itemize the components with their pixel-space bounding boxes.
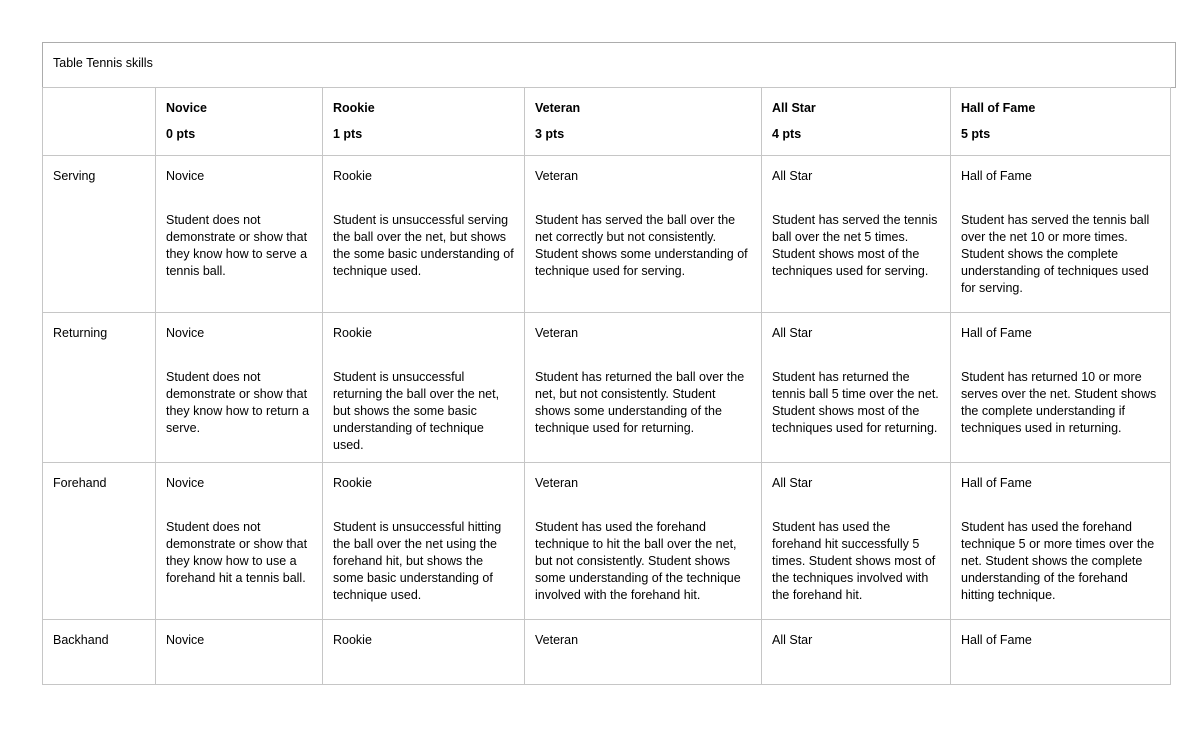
cell-description: Student has returned 10 or more serves o… <box>961 370 1157 435</box>
level-header-veteran: Veteran 3 pts <box>524 87 762 156</box>
cell-returning-all-star: All Star Student has returned the tennis… <box>761 312 951 463</box>
skill-label-forehand: Forehand <box>42 462 156 620</box>
cell-description: Student has served the tennis ball over … <box>961 213 1150 295</box>
cell-forehand-hall-of-fame: Hall of Fame Student has used the foreha… <box>950 462 1171 620</box>
cell-serving-rookie: Rookie Student is unsuccessful serving t… <box>322 155 525 313</box>
cell-level-label: All Star <box>772 169 813 183</box>
cell-level-label: Hall of Fame <box>961 326 1032 340</box>
level-name: All Star <box>772 101 816 115</box>
cell-description: Student has returned the ball over the n… <box>535 370 745 435</box>
skill-label-serving: Serving <box>42 155 156 313</box>
cell-level-label: Rookie <box>333 169 372 183</box>
skill-label-returning: Returning <box>42 312 156 463</box>
cell-level-label: All Star <box>772 476 813 490</box>
cell-serving-hall-of-fame: Hall of Fame Student has served the tenn… <box>950 155 1171 313</box>
rubric-title: Table Tennis skills <box>42 42 1176 88</box>
cell-level-label: Hall of Fame <box>961 476 1032 490</box>
rubric-row-serving: Serving Novice Student does not demonstr… <box>42 155 1171 313</box>
level-points: 5 pts <box>961 127 991 141</box>
cell-level-label: Rookie <box>333 326 372 340</box>
cell-level-label: Rookie <box>333 633 372 647</box>
cell-serving-all-star: All Star Student has served the tennis b… <box>761 155 951 313</box>
cell-description: Student does not demonstrate or show tha… <box>166 520 308 585</box>
cell-backhand-veteran: Veteran <box>524 619 762 685</box>
level-header-row: Novice 0 pts Rookie 1 pts Veteran 3 pts … <box>42 87 1171 156</box>
level-header-rookie: Rookie 1 pts <box>322 87 525 156</box>
rubric-table-container: Table Tennis skills Novice 0 pts Rookie … <box>42 42 1176 685</box>
cell-description: Student has used the forehand hit succes… <box>772 520 936 602</box>
cell-description: Student is unsuccessful hitting the ball… <box>333 520 502 602</box>
cell-description: Student is unsuccessful serving the ball… <box>333 213 514 278</box>
cell-forehand-veteran: Veteran Student has used the forehand te… <box>524 462 762 620</box>
cell-serving-novice: Novice Student does not demonstrate or s… <box>155 155 323 313</box>
level-name: Veteran <box>535 101 581 115</box>
cell-level-label: Novice <box>166 169 205 183</box>
cell-level-label: Veteran <box>535 326 579 340</box>
level-points: 3 pts <box>535 127 565 141</box>
rubric-grid: Novice 0 pts Rookie 1 pts Veteran 3 pts … <box>42 87 1171 685</box>
cell-forehand-all-star: All Star Student has used the forehand h… <box>761 462 951 620</box>
corner-cell <box>42 87 156 156</box>
cell-level-label: Veteran <box>535 169 579 183</box>
cell-level-label: Novice <box>166 476 205 490</box>
cell-level-label: All Star <box>772 633 813 647</box>
level-name: Novice <box>166 101 207 115</box>
cell-forehand-novice: Novice Student does not demonstrate or s… <box>155 462 323 620</box>
cell-description: Student has returned the tennis ball 5 t… <box>772 370 939 435</box>
level-name: Hall of Fame <box>961 101 1036 115</box>
cell-level-label: Hall of Fame <box>961 633 1032 647</box>
cell-level-label: Veteran <box>535 633 579 647</box>
cell-backhand-all-star: All Star <box>761 619 951 685</box>
cell-description: Student is unsuccessful returning the ba… <box>333 370 500 452</box>
cell-returning-novice: Novice Student does not demonstrate or s… <box>155 312 323 463</box>
rubric-row-forehand: Forehand Novice Student does not demonst… <box>42 462 1171 620</box>
cell-returning-hall-of-fame: Hall of Fame Student has returned 10 or … <box>950 312 1171 463</box>
cell-backhand-rookie: Rookie <box>322 619 525 685</box>
cell-level-label: Novice <box>166 326 205 340</box>
cell-description: Student has used the forehand technique … <box>961 520 1155 602</box>
level-points: 4 pts <box>772 127 802 141</box>
cell-returning-rookie: Rookie Student is unsuccessful returning… <box>322 312 525 463</box>
skill-label-backhand: Backhand <box>42 619 156 685</box>
level-points: 1 pts <box>333 127 363 141</box>
cell-level-label: All Star <box>772 326 813 340</box>
cell-level-label: Hall of Fame <box>961 169 1032 183</box>
cell-backhand-hall-of-fame: Hall of Fame <box>950 619 1171 685</box>
cell-forehand-rookie: Rookie Student is unsuccessful hitting t… <box>322 462 525 620</box>
cell-level-label: Rookie <box>333 476 372 490</box>
level-name: Rookie <box>333 101 375 115</box>
cell-level-label: Novice <box>166 633 205 647</box>
level-header-hall-of-fame: Hall of Fame 5 pts <box>950 87 1171 156</box>
cell-serving-veteran: Veteran Student has served the ball over… <box>524 155 762 313</box>
cell-description: Student has served the tennis ball over … <box>772 213 938 278</box>
cell-returning-veteran: Veteran Student has returned the ball ov… <box>524 312 762 463</box>
rubric-row-backhand: Backhand Novice Rookie Veteran All Star … <box>42 619 1171 685</box>
cell-description: Student has used the forehand technique … <box>535 520 741 602</box>
level-header-novice: Novice 0 pts <box>155 87 323 156</box>
level-points: 0 pts <box>166 127 196 141</box>
rubric-row-returning: Returning Novice Student does not demons… <box>42 312 1171 463</box>
level-header-all-star: All Star 4 pts <box>761 87 951 156</box>
cell-description: Student does not demonstrate or show tha… <box>166 370 310 435</box>
cell-description: Student has served the ball over the net… <box>535 213 748 278</box>
cell-level-label: Veteran <box>535 476 579 490</box>
cell-backhand-novice: Novice <box>155 619 323 685</box>
cell-description: Student does not demonstrate or show tha… <box>166 213 308 278</box>
